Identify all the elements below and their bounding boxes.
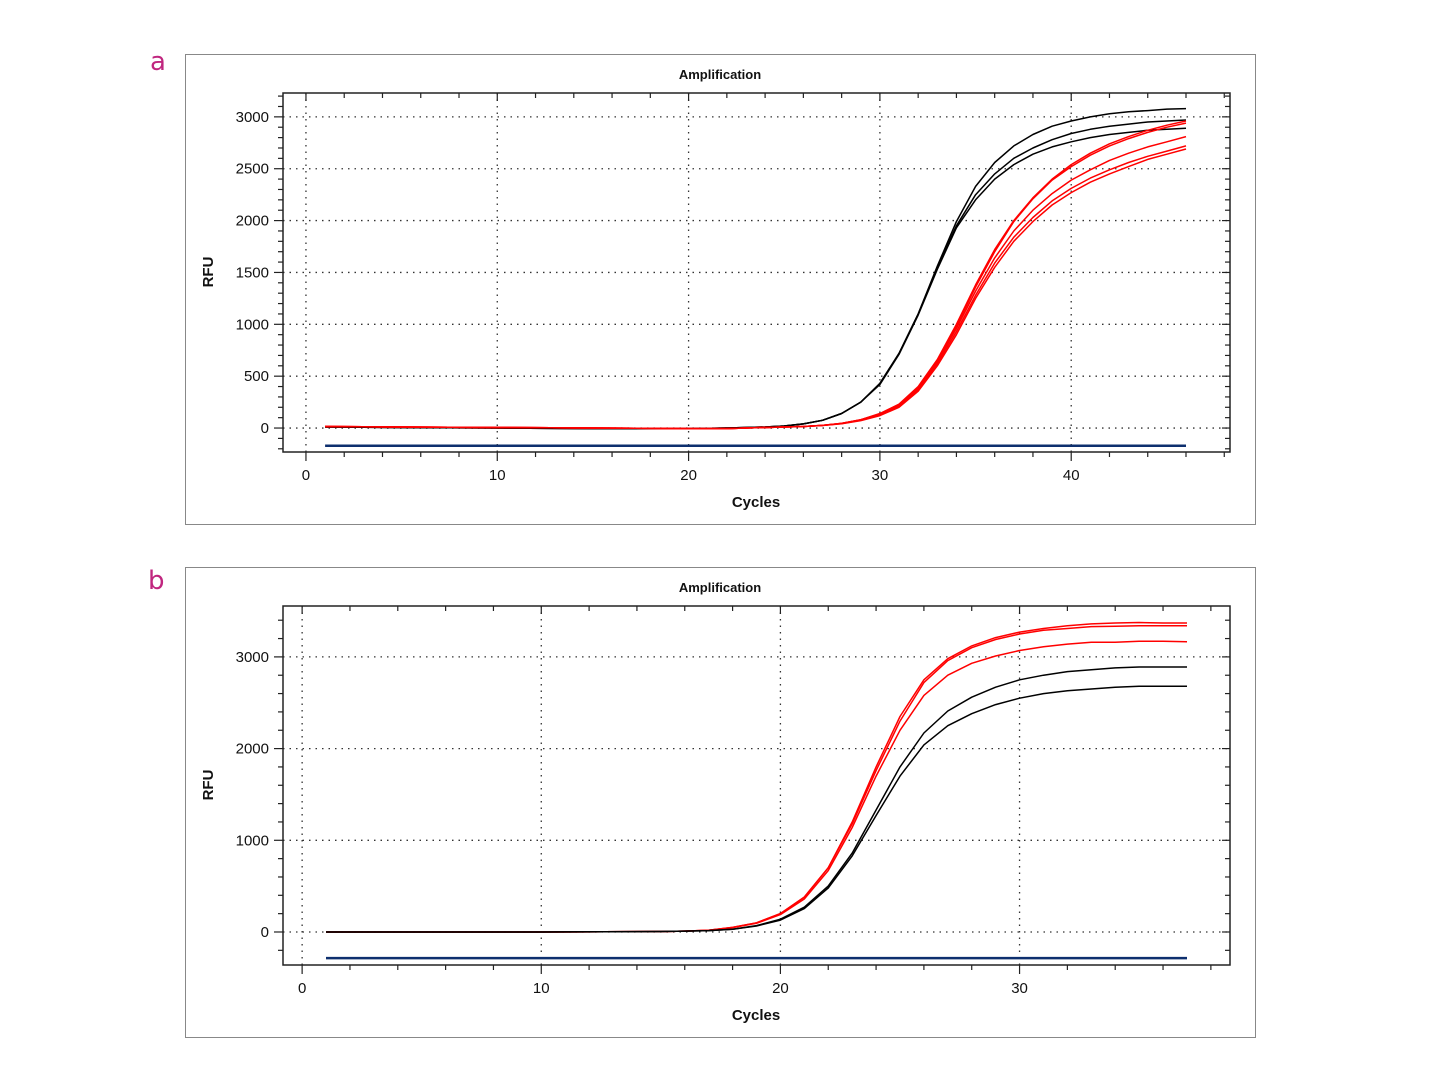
x-tick-label: 40 [1063,467,1080,484]
panel-a-letter: a [150,47,166,77]
panel-b-xlabel: Cycles [732,1007,780,1024]
y-tick-label: 0 [261,420,269,437]
y-tick-label: 2500 [236,161,269,178]
panel-a-xlabel: Cycles [732,494,780,511]
panel-b-letter: b [148,566,165,596]
panel-b-ylabel: RFU [200,770,217,801]
y-tick-label: 500 [244,368,269,385]
series-line-5 [326,685,1187,933]
y-tick-label: 1500 [236,264,269,281]
panel-b-frame [185,567,1256,1038]
series-line-8 [325,148,1187,430]
y-tick-label: 3000 [236,109,269,126]
x-tick-label: 30 [872,467,889,484]
panel-b-title: Amplification [679,580,761,595]
y-tick-label: 0 [261,924,269,941]
panel-a-frame [185,54,1256,525]
x-tick-label: 20 [680,467,697,484]
panel-a-title: Amplification [679,67,761,82]
panel-b: b Amplification Cycles RFU 0 10 20 30 0 1000 2… [148,566,1256,1038]
panel-a-ylabel: RFU [200,257,217,288]
y-tick-label: 1000 [236,832,269,849]
x-tick-label: 10 [533,980,550,997]
panel-a: a Amplification Cycles RFU 0 10 20 30 40 0 500… [150,47,1256,525]
y-tick-label: 1000 [236,316,269,333]
x-tick-label: 30 [1011,980,1028,997]
panel-b-plot: 0 10 20 30 0 1000 2000 3000 [236,605,1231,997]
panel-a-plot: 0 10 20 30 40 0 500 1000 1500 2000 2500 3000 [236,92,1231,484]
y-tick-label: 3000 [236,649,269,666]
y-tick-label: 2000 [236,741,269,758]
x-tick-label: 20 [772,980,789,997]
x-tick-label: 0 [298,980,306,997]
x-tick-label: 10 [489,467,506,484]
y-tick-label: 2000 [236,213,269,230]
x-tick-label: 0 [302,467,310,484]
